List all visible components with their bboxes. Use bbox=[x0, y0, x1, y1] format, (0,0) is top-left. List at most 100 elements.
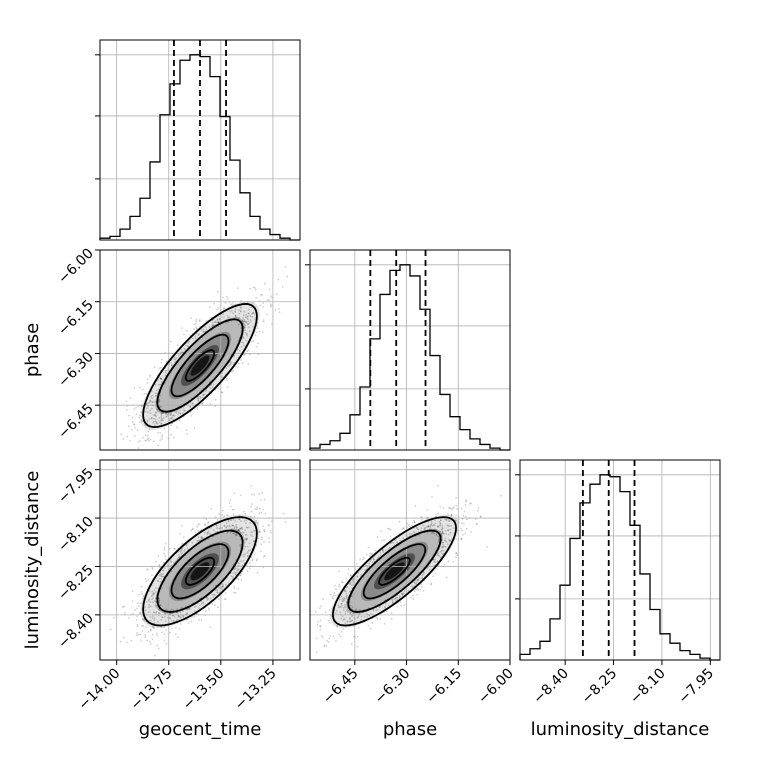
scatter-point bbox=[385, 610, 388, 613]
scatter-point bbox=[154, 424, 156, 426]
scatter-point bbox=[463, 510, 466, 513]
scatter-point bbox=[443, 518, 446, 521]
scatter-point bbox=[255, 296, 258, 299]
scatter-point bbox=[433, 560, 436, 563]
scatter-point bbox=[319, 625, 322, 628]
scatter-point bbox=[227, 321, 230, 323]
scatter-point bbox=[431, 525, 434, 527]
scatter-point bbox=[146, 378, 149, 380]
scatter-point bbox=[234, 314, 237, 317]
scatter-point bbox=[357, 626, 360, 629]
scatter-point bbox=[465, 499, 468, 502]
scatter-point bbox=[237, 588, 240, 590]
scatter-point bbox=[331, 607, 333, 610]
scatter-point bbox=[243, 555, 246, 558]
contour-0-1 bbox=[170, 333, 230, 398]
scatter-point bbox=[135, 634, 138, 636]
scatter-point bbox=[243, 520, 246, 522]
scatter-point bbox=[185, 612, 188, 615]
scatter-point bbox=[216, 606, 219, 609]
scatter-point bbox=[237, 568, 240, 571]
scatter-point bbox=[236, 577, 239, 579]
scatter-point bbox=[156, 634, 159, 637]
scatter-point bbox=[394, 597, 397, 599]
scatter-point bbox=[119, 640, 122, 643]
scatter-point bbox=[152, 593, 155, 596]
scatter-point bbox=[393, 598, 396, 600]
scatter-point bbox=[252, 286, 255, 289]
scatter-point bbox=[245, 526, 248, 529]
scatter-point bbox=[185, 429, 188, 432]
scatter-point bbox=[162, 412, 165, 415]
scatter-point bbox=[158, 566, 161, 569]
scatter-point bbox=[190, 529, 193, 532]
scatter-point bbox=[137, 405, 140, 408]
scatter-point bbox=[227, 514, 230, 517]
scatter-point bbox=[254, 507, 257, 510]
scatter-point bbox=[410, 532, 413, 535]
scatter-point bbox=[429, 583, 432, 585]
scatter-point bbox=[450, 508, 453, 511]
scatter-point bbox=[338, 584, 340, 586]
scatter-point bbox=[269, 295, 272, 298]
scatter-point bbox=[221, 509, 224, 512]
scatter-point bbox=[154, 591, 157, 593]
scatter-point bbox=[231, 370, 234, 373]
scatter-point bbox=[196, 540, 198, 542]
scatter-point bbox=[452, 561, 455, 563]
scatter-point bbox=[199, 319, 201, 322]
scatter-point bbox=[341, 600, 344, 603]
scatter-point bbox=[237, 366, 240, 369]
scatter-point bbox=[427, 526, 429, 528]
scatter-point bbox=[225, 367, 228, 369]
scatter-point bbox=[130, 639, 133, 642]
scatter-point bbox=[182, 615, 185, 617]
scatter-point bbox=[325, 644, 328, 647]
scatter-point bbox=[342, 606, 345, 609]
scatter-point bbox=[375, 609, 378, 611]
scatter-point bbox=[262, 320, 265, 323]
scatter-point bbox=[151, 617, 154, 619]
scatter-point bbox=[151, 590, 154, 593]
scatter-point bbox=[227, 520, 230, 523]
scatter-point bbox=[146, 639, 149, 642]
scatter-point bbox=[416, 579, 419, 582]
scatter-point bbox=[349, 620, 352, 623]
scatter-point bbox=[441, 524, 444, 527]
scatter-point bbox=[149, 605, 152, 608]
scatter-point bbox=[230, 519, 233, 522]
scatter-point bbox=[171, 627, 173, 630]
scatter-point bbox=[460, 522, 463, 524]
scatter-point bbox=[250, 485, 253, 487]
scatter-point bbox=[430, 520, 433, 523]
scatter-point bbox=[221, 583, 224, 585]
scatter-point bbox=[199, 397, 202, 400]
scatter-point bbox=[172, 619, 175, 622]
scatter-point bbox=[237, 528, 240, 531]
scatter-point bbox=[196, 408, 199, 410]
scatter-point bbox=[500, 494, 503, 497]
scatter-point bbox=[136, 625, 139, 628]
scatter-point bbox=[248, 322, 251, 325]
scatter-point bbox=[224, 592, 227, 594]
scatter-point bbox=[232, 513, 235, 516]
x-tick-label-geocent-time-0: −14.00 bbox=[76, 666, 124, 714]
scatter-point bbox=[343, 618, 346, 620]
scatter-point bbox=[441, 546, 444, 549]
scatter-point bbox=[250, 531, 252, 533]
scatter-point bbox=[170, 608, 173, 611]
scatter-point bbox=[184, 344, 187, 347]
scatter-point bbox=[263, 529, 266, 532]
scatter-point bbox=[175, 411, 177, 414]
scatter-point bbox=[352, 581, 355, 584]
scatter-point bbox=[237, 324, 240, 326]
scatter-point bbox=[439, 522, 442, 525]
scatter-point bbox=[149, 642, 152, 645]
scatter-point bbox=[215, 524, 218, 526]
scatter-point bbox=[200, 538, 203, 540]
scatter-point bbox=[218, 318, 221, 321]
scatter-point bbox=[377, 556, 380, 558]
scatter-point bbox=[422, 590, 425, 592]
scatter-point bbox=[435, 568, 438, 570]
scatter-point bbox=[349, 612, 351, 615]
